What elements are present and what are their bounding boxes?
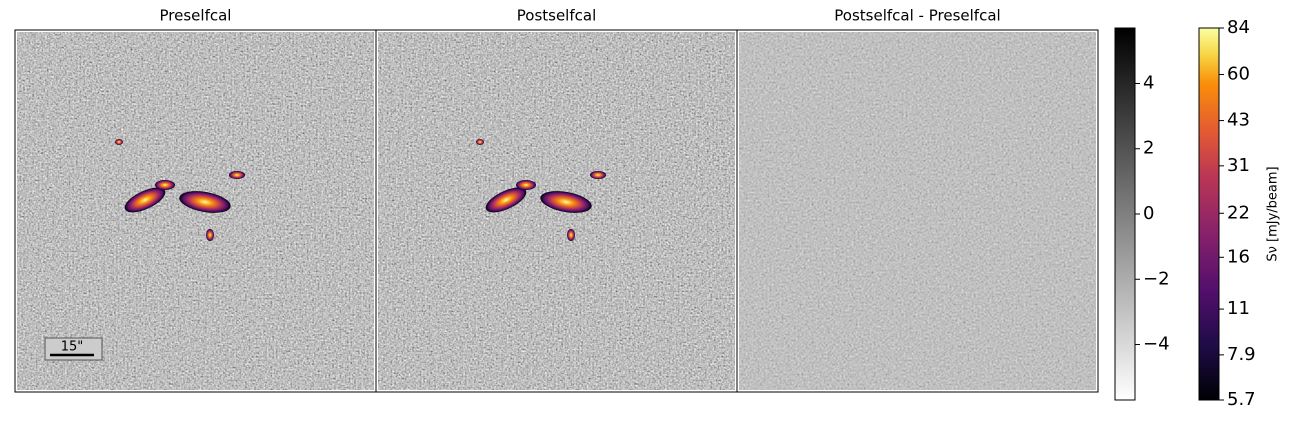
emission [155, 180, 175, 190]
colorbar-tick-label: 31 [1227, 155, 1250, 176]
colorbar-gradient [1198, 27, 1220, 401]
emission [476, 139, 484, 145]
emission [179, 191, 231, 213]
panel-frame [736, 29, 1099, 393]
emission [540, 191, 592, 213]
emission [516, 180, 536, 190]
panel-title: Preselfcal [160, 7, 232, 25]
colorbar-tick-label: 22 [1227, 202, 1250, 223]
emission [590, 171, 606, 179]
scale-bar: 15" [44, 337, 103, 361]
emission [115, 139, 123, 145]
image-field [17, 32, 374, 390]
colorbar-tick-label: 2 [1143, 138, 1154, 159]
panels: Preselfcal Postselfcal Postselfcal - Prese… [14, 7, 1099, 393]
emission [567, 229, 575, 241]
colorbar-tick-label: 84 [1227, 17, 1250, 38]
panel: Preselfcal [14, 7, 377, 393]
panel-title: Postselfcal - Preselfcal [834, 7, 1000, 25]
emission [206, 229, 214, 241]
emission [229, 171, 245, 179]
colorbar-tick-label: 16 [1227, 246, 1250, 267]
panel-title: Postselfcal [517, 7, 596, 25]
panel: Postselfcal - Preselfcal [736, 7, 1099, 393]
colorbar-tick-label: 7.9 [1227, 344, 1256, 365]
colorbar-gradient [1114, 27, 1136, 401]
colorbar-tick-label: 60 [1227, 64, 1250, 85]
panel: Postselfcal [375, 7, 738, 393]
colorbar-label: Sν [mJy/beam] [1266, 166, 1281, 261]
colorbar: −4 −2 0 2 4 [1114, 27, 1170, 401]
colorbar-tick-label: 11 [1227, 298, 1250, 319]
image-field [739, 32, 1096, 390]
colorbar: 5.7 7.9 11 16 22 31 43 60 84 Sν [mJy/beam] [1198, 17, 1281, 410]
colorbar-tick-label: −2 [1143, 268, 1170, 289]
colorbar-tick-label: 5.7 [1227, 389, 1256, 410]
colorbar-tick-label: −4 [1143, 334, 1170, 355]
scale-bar-label: 15" [61, 340, 84, 355]
colorbar-tick-label: 43 [1227, 110, 1250, 131]
image-field [378, 32, 735, 390]
emission [485, 187, 527, 213]
colorbars: −4 −2 0 2 4 5.7 7.9 11 16 22 31 43 60 84 Sν [mJy/beam] [1114, 17, 1281, 410]
colorbar-tick-label: 0 [1143, 203, 1154, 224]
emission [124, 187, 166, 213]
colorbar-tick-label: 4 [1143, 72, 1154, 93]
